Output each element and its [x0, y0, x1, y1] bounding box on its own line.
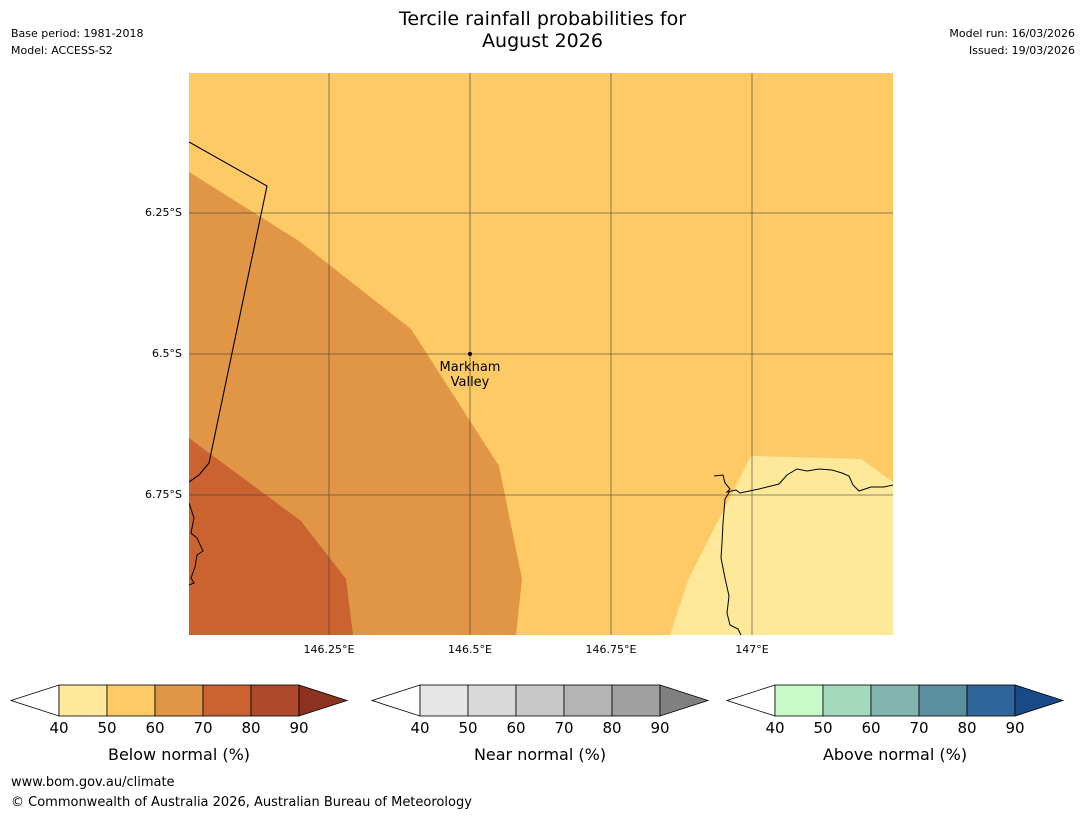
colorbar-below-tick-90: 90	[289, 719, 309, 737]
model-text: Model: ACCESS-S2	[11, 44, 113, 57]
colorbar-above-tick-50: 50	[813, 719, 833, 737]
colorbar-above-swatch-60-70	[870, 684, 920, 717]
title-line-1: Tercile rainfall probabilities for	[398, 8, 687, 30]
place-label-line-2: Valley	[450, 375, 490, 390]
colorbar-above-swatch-40-50	[774, 684, 824, 717]
model-run-text: Model run: 16/03/2026	[949, 27, 1075, 40]
colorbar-below-swatch-70-80	[202, 684, 252, 717]
colorbar-near-tick-40: 40	[410, 719, 430, 737]
coastline-river	[720, 490, 742, 635]
place-label-line-1: Markham	[439, 360, 501, 375]
colorbar-above-swatch-50-60	[822, 684, 872, 717]
colorbar-above-swatch-70-80	[918, 684, 968, 717]
colorbar-above-normal	[726, 684, 1065, 717]
coastline-east	[713, 468, 893, 494]
colorbar-above-extend-high	[1014, 684, 1065, 717]
province-boundary	[189, 141, 268, 483]
colorbar-near-swatch-60-70	[515, 684, 565, 717]
colorbar-below-label: Below normal (%)	[107, 745, 251, 764]
colorbar-above-tick-90: 90	[1005, 719, 1025, 737]
colorbar-near-swatch-50-60	[467, 684, 517, 717]
colorbar-below-tick-60: 60	[145, 719, 165, 737]
colorbar-near-tick-60: 60	[506, 719, 526, 737]
colorbar-near-tick-70: 70	[554, 719, 574, 737]
coastline-west	[189, 502, 204, 586]
lon-label-146-5: 146.5°E	[448, 643, 492, 656]
colorbar-above-tick-80: 80	[957, 719, 977, 737]
colorbar-below-tick-80: 80	[241, 719, 261, 737]
lon-label-146-25: 146.25°E	[303, 643, 355, 656]
colorbar-above-tick-40: 40	[765, 719, 785, 737]
colorbar-near-swatch-40-50	[419, 684, 469, 717]
colorbar-below-extend-high	[298, 684, 349, 717]
region-70-80	[189, 438, 353, 635]
colorbar-near-extend-low	[371, 684, 421, 717]
footer-url[interactable]: www.bom.gov.au/climate	[11, 775, 175, 790]
colorbar-above-swatch-80-90	[966, 684, 1016, 717]
colorbar-above-tick-70: 70	[909, 719, 929, 737]
lon-label-146-75: 146.75°E	[585, 643, 637, 656]
colorbar-near-tick-50: 50	[458, 719, 478, 737]
colorbar-below-tick-50: 50	[97, 719, 117, 737]
lat-label-6-75: 6.75°S	[145, 488, 182, 501]
title-line-2: August 2026	[482, 30, 603, 52]
lat-label-6-25: 6.25°S	[145, 206, 182, 219]
colorbar-near-label: Near normal (%)	[473, 745, 607, 764]
lon-label-147: 147°E	[735, 643, 769, 656]
markham-valley-marker[interactable]	[468, 352, 472, 356]
map-title: Tercile rainfall probabilities for Augus…	[0, 8, 1085, 52]
colorbar-below-swatch-50-60	[106, 684, 156, 717]
colorbar-near-tick-90: 90	[650, 719, 670, 737]
colorbar-above-label: Above normal (%)	[822, 745, 968, 764]
colorbar-below-swatch-60-70	[154, 684, 204, 717]
colorbar-below-tick-40: 40	[49, 719, 69, 737]
colorbar-near-tick-80: 80	[602, 719, 622, 737]
colorbar-near-swatch-80-90	[611, 684, 661, 717]
colorbar-near-swatch-70-80	[563, 684, 613, 717]
colorbar-below-normal	[10, 684, 349, 717]
colorbar-below-swatch-40-50	[58, 684, 108, 717]
footer-copyright: © Commonwealth of Australia 2026, Austra…	[11, 795, 472, 810]
colorbar-near-extend-high	[659, 684, 710, 717]
colorbar-below-swatch-80-90	[250, 684, 300, 717]
colorbar-above-extend-low	[726, 684, 776, 717]
rainfall-probability-map[interactable]	[189, 73, 893, 635]
colorbar-above-tick-60: 60	[861, 719, 881, 737]
issued-text: Issued: 19/03/2026	[968, 44, 1075, 57]
place-label: Markham Valley	[420, 360, 520, 390]
colorbar-near-normal	[371, 684, 710, 717]
colorbar-below-tick-70: 70	[193, 719, 213, 737]
lat-label-6-5: 6.5°S	[152, 347, 182, 360]
base-period-text: Base period: 1981-2018	[11, 27, 144, 40]
colorbar-below-extend-low	[10, 684, 60, 717]
region-40-50	[670, 456, 893, 635]
